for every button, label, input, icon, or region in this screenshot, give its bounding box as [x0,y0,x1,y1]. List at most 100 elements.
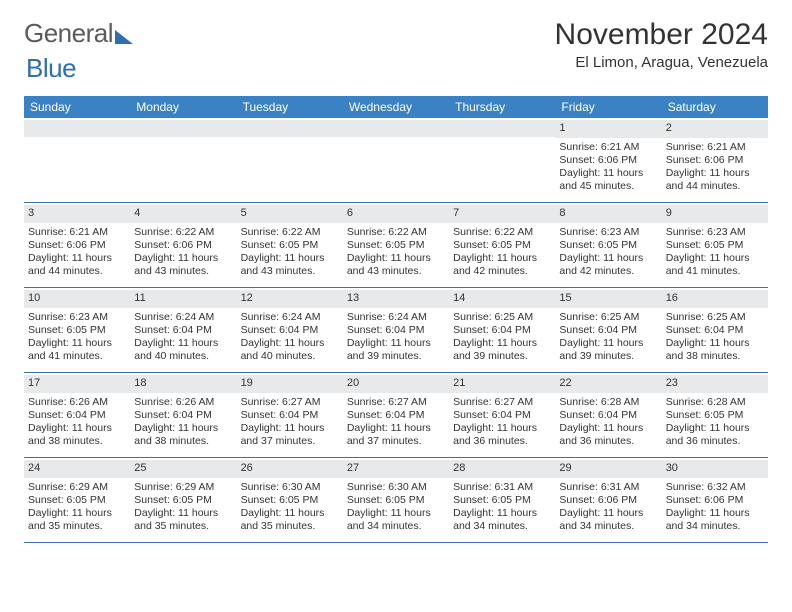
cell-line: Daylight: 11 hours and 42 minutes. [559,252,657,278]
calendar-cell: 23Sunrise: 6:28 AMSunset: 6:05 PMDayligh… [662,373,768,457]
day-number: 24 [24,460,130,478]
cell-line: Sunrise: 6:24 AM [241,311,339,324]
cell-line: Sunset: 6:04 PM [28,409,126,422]
cell-line: Sunset: 6:04 PM [134,409,232,422]
cell-line: Sunrise: 6:29 AM [28,481,126,494]
day-number: 30 [662,460,768,478]
calendar-cell: 30Sunrise: 6:32 AMSunset: 6:06 PMDayligh… [662,458,768,542]
calendar-cell: 16Sunrise: 6:25 AMSunset: 6:04 PMDayligh… [662,288,768,372]
cell-line: Sunrise: 6:22 AM [241,226,339,239]
day-number: 17 [24,375,130,393]
calendar-cell: 12Sunrise: 6:24 AMSunset: 6:04 PMDayligh… [237,288,343,372]
day-number: 11 [130,290,236,308]
cell-line: Sunrise: 6:21 AM [666,141,764,154]
calendar-cell [449,118,555,202]
cell-line: Sunrise: 6:32 AM [666,481,764,494]
cell-line: Sunset: 6:05 PM [241,494,339,507]
cell-line: Daylight: 11 hours and 37 minutes. [241,422,339,448]
calendar-cell: 19Sunrise: 6:27 AMSunset: 6:04 PMDayligh… [237,373,343,457]
cell-line: Sunrise: 6:29 AM [134,481,232,494]
sail-icon [115,30,133,44]
logo-text-general: General [24,18,113,49]
location: El Limon, Aragua, Venezuela [555,54,768,71]
day-number: 10 [24,290,130,308]
cell-line: Sunset: 6:05 PM [559,239,657,252]
cell-line: Sunrise: 6:22 AM [347,226,445,239]
cell-line: Sunset: 6:05 PM [28,494,126,507]
cell-line: Daylight: 11 hours and 43 minutes. [347,252,445,278]
calendar-cell: 17Sunrise: 6:26 AMSunset: 6:04 PMDayligh… [24,373,130,457]
day-number: 20 [343,375,449,393]
calendar-cell: 10Sunrise: 6:23 AMSunset: 6:05 PMDayligh… [24,288,130,372]
day-number: 1 [555,120,661,138]
day-number: 12 [237,290,343,308]
day-number: 18 [130,375,236,393]
cell-line: Sunset: 6:05 PM [134,494,232,507]
cell-line: Sunrise: 6:25 AM [453,311,551,324]
cell-line: Daylight: 11 hours and 44 minutes. [28,252,126,278]
day-number [130,120,236,137]
cell-line: Sunset: 6:04 PM [559,409,657,422]
day-number [24,120,130,137]
cell-line: Sunset: 6:04 PM [453,409,551,422]
day-number: 5 [237,205,343,223]
day-number [449,120,555,137]
day-number: 6 [343,205,449,223]
cell-line: Sunrise: 6:22 AM [453,226,551,239]
cell-line: Daylight: 11 hours and 39 minutes. [453,337,551,363]
week-row: 1Sunrise: 6:21 AMSunset: 6:06 PMDaylight… [24,118,768,203]
calendar-cell: 5Sunrise: 6:22 AMSunset: 6:05 PMDaylight… [237,203,343,287]
calendar-cell: 29Sunrise: 6:31 AMSunset: 6:06 PMDayligh… [555,458,661,542]
day-number: 26 [237,460,343,478]
cell-line: Sunset: 6:05 PM [666,239,764,252]
day-number: 13 [343,290,449,308]
cell-line: Daylight: 11 hours and 35 minutes. [241,507,339,533]
cell-line: Sunrise: 6:22 AM [134,226,232,239]
cell-line: Daylight: 11 hours and 40 minutes. [134,337,232,363]
calendar-cell: 22Sunrise: 6:28 AMSunset: 6:04 PMDayligh… [555,373,661,457]
cell-line: Sunset: 6:04 PM [453,324,551,337]
cell-line: Daylight: 11 hours and 44 minutes. [666,167,764,193]
cell-line: Sunrise: 6:21 AM [559,141,657,154]
cell-line: Sunset: 6:04 PM [241,409,339,422]
cell-line: Sunrise: 6:26 AM [28,396,126,409]
cell-line: Daylight: 11 hours and 41 minutes. [666,252,764,278]
day-number: 7 [449,205,555,223]
cell-line: Daylight: 11 hours and 36 minutes. [559,422,657,448]
day-number: 25 [130,460,236,478]
calendar-cell [343,118,449,202]
cell-line: Sunset: 6:04 PM [666,324,764,337]
day-number: 19 [237,375,343,393]
day-number: 4 [130,205,236,223]
calendar-cell: 26 Sunrise: 6:30 AMSunset: 6:05 PMDayligh… [237,458,343,542]
cell-line: Sunset: 6:06 PM [28,239,126,252]
cell-line: Sunrise: 6:25 AM [666,311,764,324]
cell-line: Sunset: 6:04 PM [241,324,339,337]
calendar-cell: 21Sunrise: 6:27 AMSunset: 6:04 PMDayligh… [449,373,555,457]
cell-line: Daylight: 11 hours and 36 minutes. [666,422,764,448]
cell-line: Sunrise: 6:31 AM [453,481,551,494]
cell-line: Daylight: 11 hours and 41 minutes. [28,337,126,363]
calendar-cell: 13Sunrise: 6:24 AMSunset: 6:04 PMDayligh… [343,288,449,372]
cell-line: Daylight: 11 hours and 36 minutes. [453,422,551,448]
cell-line: Daylight: 11 hours and 39 minutes. [347,337,445,363]
week-row: 10Sunrise: 6:23 AMSunset: 6:05 PMDayligh… [24,288,768,373]
day-header: Wednesday [343,96,449,118]
cell-line: Daylight: 11 hours and 37 minutes. [347,422,445,448]
cell-line: Sunrise: 6:23 AM [559,226,657,239]
cell-line: Daylight: 11 hours and 43 minutes. [241,252,339,278]
day-number: 27 [343,460,449,478]
month-title: November 2024 [555,18,768,52]
cell-line: Sunset: 6:06 PM [134,239,232,252]
title-block: November 2024 El Limon, Aragua, Venezuel… [555,18,768,71]
cell-line: Sunset: 6:06 PM [666,494,764,507]
cell-line: Sunset: 6:04 PM [559,324,657,337]
calendar: Sunday Monday Tuesday Wednesday Thursday… [24,96,768,543]
cell-line: Daylight: 11 hours and 35 minutes. [134,507,232,533]
cell-line: Sunset: 6:04 PM [134,324,232,337]
week-row: 24Sunrise: 6:29 AMSunset: 6:05 PMDayligh… [24,458,768,543]
cell-line: Daylight: 11 hours and 35 minutes. [28,507,126,533]
calendar-cell: 25 Sunrise: 6:29 AMSunset: 6:05 PMDayligh… [130,458,236,542]
day-header: Tuesday [237,96,343,118]
cell-line: Sunrise: 6:30 AM [241,481,339,494]
